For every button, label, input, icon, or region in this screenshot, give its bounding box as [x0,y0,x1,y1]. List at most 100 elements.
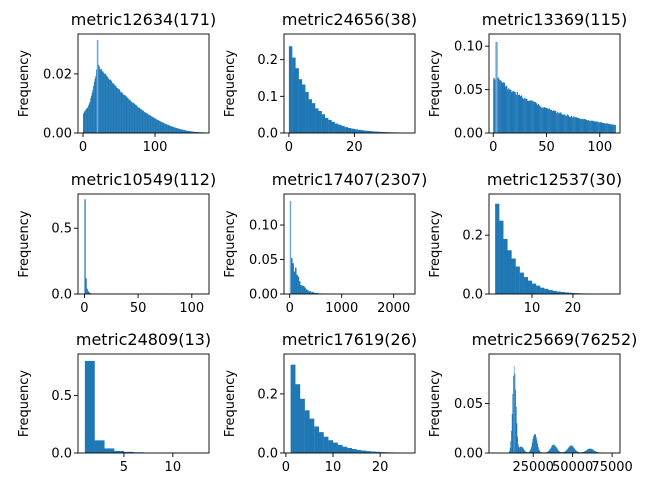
histogram-bar [586,450,587,453]
histogram-bar [331,121,335,133]
histogram-bar [174,127,176,133]
histogram-bar [88,292,90,294]
axes-frame [77,193,210,295]
histogram-bar [333,442,338,453]
y-tick-label: 0.0 [51,447,72,462]
histogram-bar [604,123,606,133]
histogram-bar [182,129,184,133]
histogram-panel-2: 0 20 0.0 0.1 0.2 metric24656(38) Frequency [223,10,417,155]
histogram-bar [190,131,192,133]
y-axis-label: Frequency [223,50,238,117]
histogram-bar [370,451,376,453]
histogram-bar [529,450,531,453]
histogram-bar [122,92,124,133]
histogram-bar [140,109,142,133]
histogram-bar [186,130,188,133]
histogram-bar [535,103,538,133]
histogram-bar [527,101,529,133]
histogram-bar [85,109,87,133]
x-tick-label: 50000 [552,460,593,475]
histogram-bar [567,115,570,133]
histogram-bar [607,123,609,133]
x-tick-label: 0 [79,140,87,155]
histogram-bar [93,81,95,133]
histogram-bar [139,107,141,133]
histogram-bar [523,277,529,294]
histogram-bar [583,451,585,453]
histogram-bar [137,107,139,133]
histogram-bar [155,118,157,133]
histogram-bar [517,436,518,453]
y-tick-label: 0.02 [43,67,72,82]
histogram-bar [351,128,355,133]
y-axis-label: Frequency [223,210,238,277]
histogram-bar [511,92,513,133]
panel-title: metric17619(26) [282,330,417,349]
histogram-bar [559,451,561,453]
histogram-bar [549,109,551,133]
histogram-bar [126,97,128,133]
histogram-bar [557,450,559,453]
histogram-bar [540,287,545,294]
histogram-bar [97,39,99,133]
histogram-bar [96,69,97,133]
histogram-bar [568,292,574,294]
histogram-bar [528,451,530,453]
histogram-bar [612,124,614,133]
histogram-bar [93,85,95,133]
histogram-bar [578,118,580,133]
axes-frame [283,33,416,134]
histogram-bar [195,131,197,133]
histogram-bar [566,449,568,453]
x-tick-label: 20 [346,140,363,155]
histogram-bar [605,123,607,133]
histogram-panel-6: 10 20 0.0 0.2 metric12537(30) Frequency [428,170,622,316]
histogram-bar [120,92,122,133]
histogram-bar [516,423,518,453]
histogram-bar [514,373,516,453]
histogram-bar [511,258,516,294]
histogram-bar [180,129,181,133]
histogram-bar [547,451,549,453]
histogram-bar [149,115,151,133]
histogram-bar [530,448,532,453]
histogram-bar [530,100,532,133]
histogram-bar [586,449,588,453]
histogram-bar [313,292,316,294]
histogram-bar [614,124,616,133]
histogram-bar [548,290,553,294]
histogram-panel-3: 0 50 100 0.00 0.05 0.10 metric13369(115) Freque… [428,10,627,155]
histogram-bar [125,96,127,133]
histogram-bar [499,80,501,133]
histogram-bar [519,447,520,453]
histogram-bar [582,119,584,133]
histogram-bar [596,121,598,133]
histogram-bar [500,81,502,133]
histogram-bar [520,446,522,453]
histogram-bar [535,434,537,453]
histogram-bar [119,89,121,133]
histogram-bar [552,444,554,453]
histogram-bar [496,41,498,133]
panel-title: metric12634(171) [71,10,216,29]
histogram-bar [565,115,567,133]
histogram-bar [298,79,303,133]
histogram-bar [569,117,572,133]
histogram-bar [98,66,100,133]
x-tick-label: 0 [80,301,88,316]
histogram-bar [85,278,87,294]
histogram-bar [103,72,105,133]
histogram-bar [114,84,116,133]
histogram-bar [117,88,119,133]
histogram-bar [551,446,553,453]
histogram-bar [590,448,592,453]
histogram-bar [534,434,536,453]
histogram-bar [567,448,569,453]
histogram-bar [156,119,158,133]
histogram-bar [92,89,94,133]
histogram-bar [606,123,608,133]
y-tick-label: 0.05 [454,83,483,98]
histogram-bar [519,447,521,453]
histogram-bar [559,112,561,133]
